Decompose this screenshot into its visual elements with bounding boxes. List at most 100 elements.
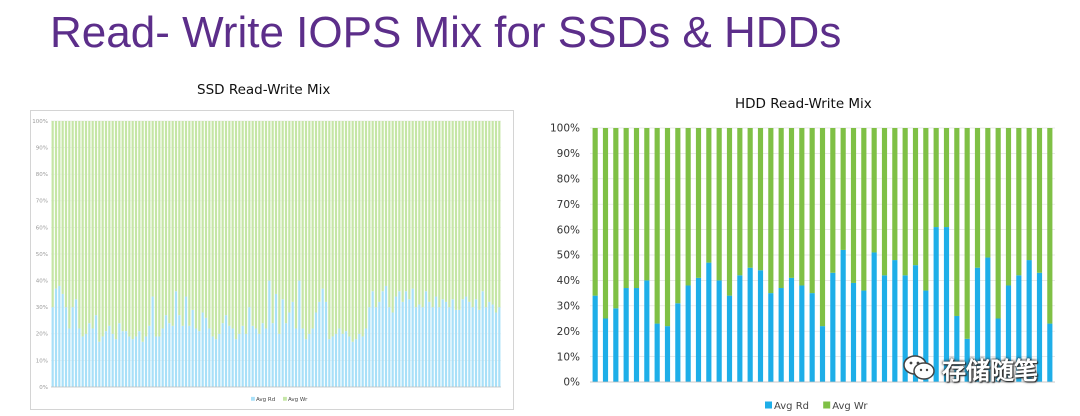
bar-avg-rd (394, 296, 398, 387)
bar-avg-rd (737, 275, 743, 382)
bar-avg-rd (494, 312, 498, 387)
bar-avg-rd (358, 333, 361, 387)
bar-avg-wr (488, 121, 491, 302)
bar-avg-rd (923, 290, 929, 382)
bar-avg-rd (278, 333, 281, 387)
bar-avg-wr (388, 121, 391, 308)
bar-avg-wr (892, 128, 898, 261)
bar-avg-wr (985, 128, 991, 258)
bar-avg-rd (231, 328, 234, 387)
bar-avg-rd (141, 341, 144, 387)
bar-avg-rd (251, 325, 254, 387)
bar-avg-wr (154, 121, 158, 337)
bar-avg-rd (411, 288, 414, 387)
bar-avg-wr (234, 121, 238, 340)
bar-avg-rd (261, 323, 264, 387)
ssd-chart: 0% 10% 20% 30% 40% 50% 60% 70% 80% 90% 100% Avg Rd A… (32, 119, 501, 403)
bar-avg-rd (892, 260, 898, 382)
bar-avg-wr (141, 121, 144, 342)
bar-avg-wr (214, 121, 218, 340)
bar-avg-rd (768, 293, 774, 382)
bar-avg-wr (211, 121, 214, 337)
bar-avg-wr (331, 121, 334, 337)
bar-avg-rd (348, 336, 351, 387)
bar-avg-rd (757, 270, 764, 382)
bar-avg-rd (726, 295, 733, 382)
bar-avg-wr (902, 128, 908, 276)
bar-avg-wr (51, 121, 54, 308)
bar-avg-wr (104, 121, 108, 332)
bar-avg-rd (304, 339, 308, 387)
bar-avg-rd (830, 272, 836, 382)
bar-avg-wr (481, 121, 484, 292)
bar-avg-rd (418, 304, 421, 387)
bar-avg-wr (284, 121, 288, 324)
bar-avg-wr (384, 121, 388, 286)
bar-avg-rd (318, 301, 321, 387)
bar-avg-wr (231, 121, 234, 329)
bar-avg-rd (98, 341, 101, 387)
legend-swatch (823, 401, 831, 409)
bar-avg-wr (208, 121, 211, 329)
bar-avg-rd (354, 339, 358, 387)
bar-avg-rd (274, 293, 278, 387)
bar-avg-wr (144, 121, 148, 337)
y-tick-label: 80% (557, 173, 580, 185)
bar-avg-wr (264, 121, 268, 329)
bar-avg-wr (995, 128, 1001, 319)
bar-avg-rd (633, 288, 640, 382)
bar-avg-rd (84, 333, 88, 387)
bar-avg-rd (378, 301, 381, 387)
bar-avg-rd (134, 336, 138, 387)
bar-avg-wr (254, 121, 258, 329)
bar-avg-wr (54, 121, 58, 289)
bar-avg-rd (448, 307, 451, 387)
bar-avg-rd (284, 323, 288, 387)
bar-avg-wr (474, 121, 478, 300)
bar-avg-rd (181, 325, 184, 387)
bar-avg-wr (830, 128, 836, 273)
bar-avg-wr (644, 128, 650, 281)
bar-avg-rd (491, 304, 494, 387)
bar-avg-rd (943, 227, 950, 382)
bar-avg-rd (484, 307, 488, 387)
bar-avg-rd (154, 336, 158, 387)
bar-avg-wr (613, 128, 619, 309)
legend-label: Avg Rd (774, 401, 809, 412)
bar-avg-wr (271, 121, 274, 324)
bar-avg-rd (314, 312, 318, 387)
bar-avg-rd (228, 325, 231, 387)
bar-avg-rd (234, 339, 238, 387)
bar-avg-wr (61, 121, 64, 294)
bar-avg-rd (58, 285, 61, 387)
bar-avg-rd (238, 333, 241, 387)
bar-avg-wr (494, 121, 498, 313)
bar-avg-wr (161, 121, 164, 329)
bar-avg-rd (444, 301, 448, 387)
bar-avg-wr (458, 121, 461, 310)
bar-avg-rd (592, 295, 598, 382)
bar-avg-wr (84, 121, 88, 334)
bar-avg-wr (448, 121, 451, 308)
bar-avg-wr (81, 121, 84, 337)
bar-avg-rd (809, 293, 815, 382)
bar-avg-wr (414, 121, 418, 308)
bar-avg-wr (1026, 128, 1032, 261)
legend-avg-wr: Avg Wr (283, 396, 308, 403)
bar-avg-wr (294, 121, 298, 329)
y-tick-label: 90% (36, 146, 48, 152)
bar-avg-wr (148, 121, 151, 326)
bar-avg-rd (138, 331, 141, 387)
bar-avg-wr (923, 128, 929, 291)
hdd-chart-title: HDD Read-Write Mix (735, 96, 872, 112)
bar-avg-rd (481, 291, 484, 387)
bar-avg-wr (184, 121, 188, 297)
bar-avg-rd (308, 333, 311, 387)
bar-avg-rd (328, 339, 331, 387)
bar-avg-wr (261, 121, 264, 324)
bar-avg-rd (208, 328, 211, 387)
bar-avg-rd (414, 307, 418, 387)
bar-avg-wr (974, 128, 981, 268)
bar-avg-rd (171, 325, 174, 387)
bar-avg-wr (344, 121, 348, 332)
